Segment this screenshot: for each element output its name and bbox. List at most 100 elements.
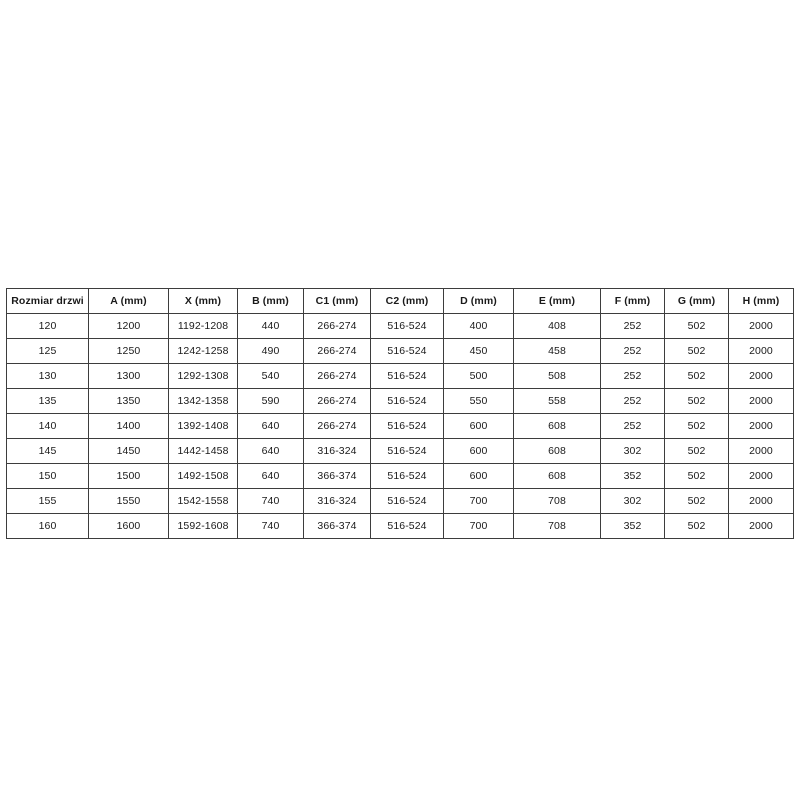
cell-value: 2000 — [728, 388, 794, 414]
cell-value: 700 — [443, 513, 514, 539]
cell-value: 2000 — [728, 338, 794, 364]
cell-door-size: 120 — [6, 313, 89, 339]
cell-value: 1342-1358 — [168, 388, 238, 414]
cell-value: 500 — [443, 363, 514, 389]
cell-value: 266-274 — [303, 338, 371, 364]
table-row: 130 1300 1292-1308 540 266-274 516-524 500 508 2… — [6, 363, 794, 389]
cell-value: 1192-1208 — [168, 313, 238, 339]
cell-value: 502 — [664, 488, 729, 514]
table-row: 145 1450 1442-1458 640 316-324 516-524 600 608 3… — [6, 438, 794, 464]
table-row: 125 1250 1242-1258 490 266-274 516-524 450 458 2… — [6, 338, 794, 364]
cell-value: 1600 — [88, 513, 169, 539]
cell-value: 1400 — [88, 413, 169, 439]
column-header-1: A (mm) — [88, 288, 169, 314]
cell-value: 352 — [600, 463, 665, 489]
cell-value: 600 — [443, 438, 514, 464]
cell-door-size: 160 — [6, 513, 89, 539]
cell-value: 1300 — [88, 363, 169, 389]
cell-value: 550 — [443, 388, 514, 414]
table-row: 150 1500 1492-1508 640 366-374 516-524 600 608 3… — [6, 463, 794, 489]
cell-value: 266-274 — [303, 388, 371, 414]
cell-value: 640 — [237, 463, 304, 489]
cell-value: 740 — [237, 513, 304, 539]
cell-value: 1250 — [88, 338, 169, 364]
table-row: 135 1350 1342-1358 590 266-274 516-524 550 558 2… — [6, 388, 794, 414]
cell-value: 516-524 — [370, 438, 444, 464]
column-header-10: H (mm) — [728, 288, 794, 314]
cell-value: 400 — [443, 313, 514, 339]
column-header-5: C2 (mm) — [370, 288, 444, 314]
cell-value: 640 — [237, 438, 304, 464]
cell-value: 502 — [664, 513, 729, 539]
cell-value: 1350 — [88, 388, 169, 414]
cell-value: 1200 — [88, 313, 169, 339]
cell-value: 740 — [237, 488, 304, 514]
cell-value: 502 — [664, 363, 729, 389]
cell-value: 1442-1458 — [168, 438, 238, 464]
cell-value: 1542-1558 — [168, 488, 238, 514]
cell-value: 1242-1258 — [168, 338, 238, 364]
cell-value: 1550 — [88, 488, 169, 514]
cell-value: 490 — [237, 338, 304, 364]
cell-value: 1292-1308 — [168, 363, 238, 389]
cell-value: 608 — [513, 463, 601, 489]
cell-value: 266-274 — [303, 313, 371, 339]
cell-value: 266-274 — [303, 363, 371, 389]
cell-value: 252 — [600, 363, 665, 389]
cell-value: 1592-1608 — [168, 513, 238, 539]
table-header: Rozmiar drzwi A (mm) X (mm) B (mm) C1 (mm) C2… — [6, 288, 794, 314]
cell-door-size: 145 — [6, 438, 89, 464]
cell-door-size: 135 — [6, 388, 89, 414]
cell-value: 590 — [237, 388, 304, 414]
column-header-4: C1 (mm) — [303, 288, 371, 314]
cell-value: 252 — [600, 388, 665, 414]
cell-value: 502 — [664, 438, 729, 464]
cell-value: 366-374 — [303, 463, 371, 489]
cell-value: 408 — [513, 313, 601, 339]
cell-value: 640 — [237, 413, 304, 439]
cell-door-size: 150 — [6, 463, 89, 489]
cell-value: 558 — [513, 388, 601, 414]
table-row: 140 1400 1392-1408 640 266-274 516-524 600 608 2… — [6, 413, 794, 439]
cell-door-size: 125 — [6, 338, 89, 364]
cell-value: 1500 — [88, 463, 169, 489]
cell-value: 700 — [443, 488, 514, 514]
cell-door-size: 140 — [6, 413, 89, 439]
door-size-spec-table-container: Rozmiar drzwi A (mm) X (mm) B (mm) C1 (mm) C2… — [6, 288, 794, 539]
cell-value: 516-524 — [370, 338, 444, 364]
cell-value: 708 — [513, 488, 601, 514]
cell-value: 600 — [443, 413, 514, 439]
cell-value: 252 — [600, 313, 665, 339]
cell-value: 316-324 — [303, 488, 371, 514]
column-header-0: Rozmiar drzwi — [6, 288, 89, 314]
cell-value: 502 — [664, 463, 729, 489]
cell-value: 1450 — [88, 438, 169, 464]
cell-value: 516-524 — [370, 388, 444, 414]
cell-value: 458 — [513, 338, 601, 364]
table-row: 160 1600 1592-1608 740 366-374 516-524 700 708 3… — [6, 513, 794, 539]
column-header-7: E (mm) — [513, 288, 601, 314]
cell-value: 516-524 — [370, 313, 444, 339]
cell-value: 540 — [237, 363, 304, 389]
cell-value: 2000 — [728, 313, 794, 339]
cell-value: 366-374 — [303, 513, 371, 539]
cell-value: 708 — [513, 513, 601, 539]
table-body: 120 1200 1192-1208 440 266-274 516-524 400 408 2… — [6, 313, 794, 539]
cell-value: 2000 — [728, 363, 794, 389]
cell-value: 2000 — [728, 463, 794, 489]
table-header-row: Rozmiar drzwi A (mm) X (mm) B (mm) C1 (mm) C2… — [6, 288, 794, 314]
cell-value: 316-324 — [303, 438, 371, 464]
column-header-9: G (mm) — [664, 288, 729, 314]
cell-value: 302 — [600, 438, 665, 464]
cell-value: 2000 — [728, 513, 794, 539]
cell-value: 450 — [443, 338, 514, 364]
column-header-2: X (mm) — [168, 288, 238, 314]
cell-value: 2000 — [728, 438, 794, 464]
cell-value: 516-524 — [370, 363, 444, 389]
cell-value: 516-524 — [370, 513, 444, 539]
table-row: 155 1550 1542-1558 740 316-324 516-524 700 708 3… — [6, 488, 794, 514]
cell-value: 502 — [664, 313, 729, 339]
cell-value: 502 — [664, 338, 729, 364]
cell-value: 600 — [443, 463, 514, 489]
cell-door-size: 130 — [6, 363, 89, 389]
